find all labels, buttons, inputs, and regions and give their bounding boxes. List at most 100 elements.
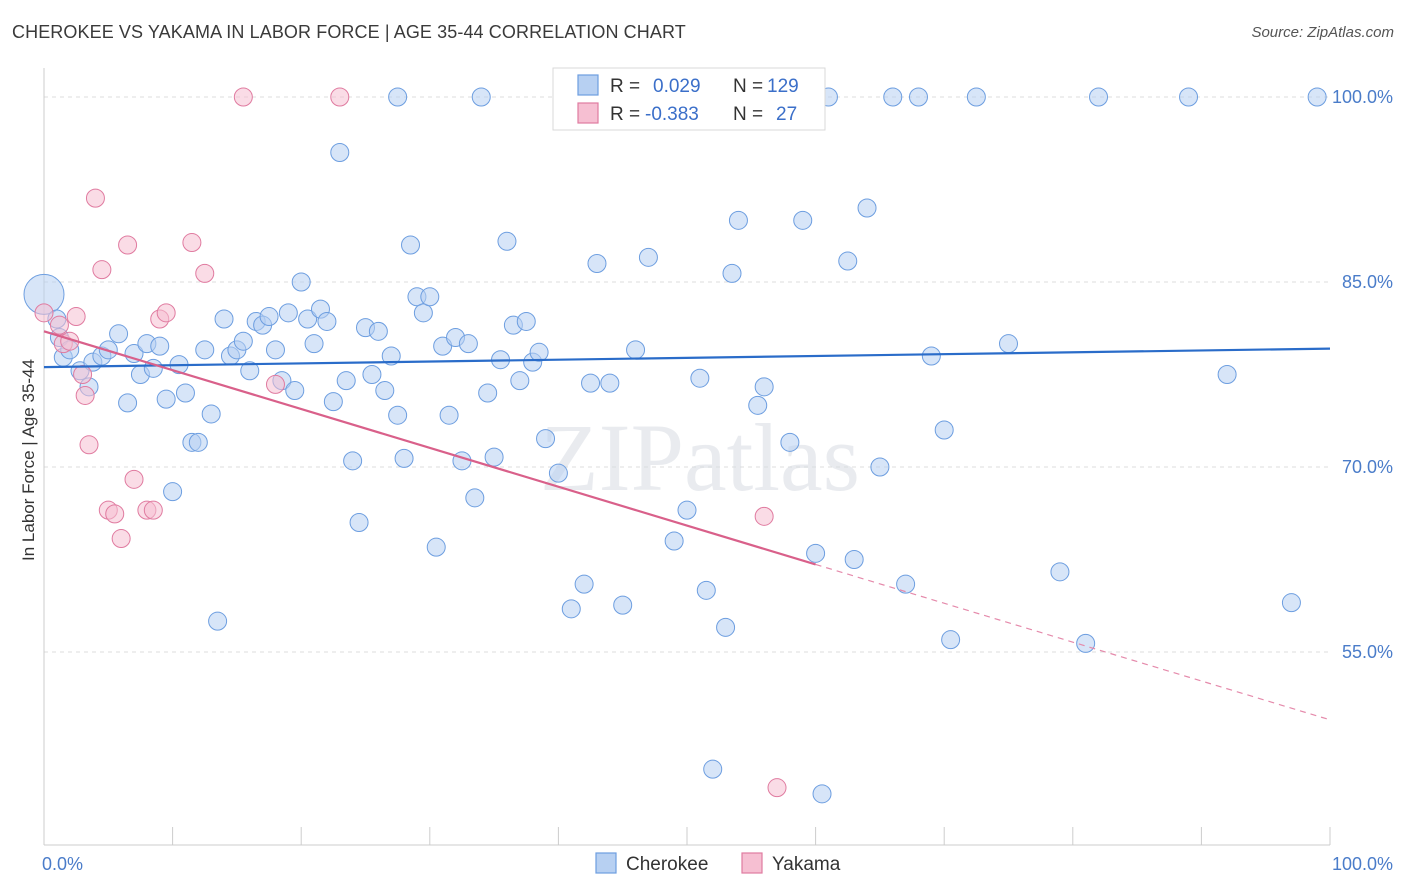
yakama-legend-label: Yakama — [772, 854, 841, 875]
y-tick-label-3: 100.0% — [1332, 87, 1393, 107]
cherokee-point-57 — [413, 303, 433, 323]
cherokee-point-53 — [388, 405, 408, 425]
cherokee-point-118 — [1307, 87, 1327, 107]
watermark: ZIPatlas — [540, 404, 860, 511]
cherokee-point-104 — [883, 87, 903, 107]
yakama-point-5 — [73, 365, 93, 384]
y-axis-label: In Labor Force | Age 35-44 — [19, 359, 38, 561]
axes — [43, 68, 1331, 846]
cherokee-point-36 — [278, 303, 298, 323]
cherokee-point-88 — [690, 368, 710, 388]
cherokee-point-90 — [716, 617, 736, 637]
yakama-point-23 — [330, 87, 350, 107]
yakama-point-18 — [156, 303, 176, 323]
yakama-point-13 — [118, 235, 138, 255]
series-legend: Cherokee Yakama — [595, 852, 841, 875]
cherokee-point-107 — [921, 346, 941, 366]
cherokee-point-101 — [844, 550, 864, 569]
cherokee-point-95 — [754, 377, 774, 397]
yakama-n-value: 27 — [776, 104, 797, 125]
cherokee-point-116 — [1217, 365, 1237, 384]
yakama-n-label: N = — [733, 104, 763, 125]
cherokee-point-46 — [343, 451, 363, 471]
yakama-point-0 — [34, 303, 54, 323]
cherokee-point-11 — [118, 393, 138, 413]
yakama-point-9 — [92, 260, 112, 280]
cherokee-point-77 — [548, 463, 568, 483]
cherokee-point-38 — [291, 272, 311, 292]
cherokee-point-97 — [793, 210, 813, 230]
cherokee-bottom-swatch — [595, 852, 617, 874]
y-tick-labels: 55.0% 70.0% 85.0% 100.0% — [1332, 87, 1393, 662]
cherokee-point-26 — [214, 309, 234, 329]
yakama-trend-extension — [815, 563, 1331, 721]
cherokee-point-70 — [497, 231, 517, 251]
cherokee-point-121 — [388, 87, 408, 107]
cherokee-point-75 — [529, 342, 549, 362]
yakama-point-24 — [754, 506, 774, 526]
yakama-bottom-swatch — [741, 852, 763, 874]
cherokee-point-33 — [259, 307, 279, 327]
cherokee-point-115 — [1179, 87, 1199, 107]
cherokee-point-106 — [908, 87, 928, 107]
cherokee-legend-swatch — [577, 74, 599, 96]
trend-lines — [43, 330, 1331, 721]
yakama-point-6 — [75, 385, 95, 405]
cherokee-point-45 — [336, 371, 356, 391]
cherokee-point-65 — [465, 488, 485, 508]
cherokee-point-42 — [317, 311, 337, 331]
cherokee-point-109 — [941, 630, 961, 650]
cherokee-point-20 — [175, 383, 195, 403]
cherokee-point-17 — [156, 389, 176, 409]
yakama-trend-line — [43, 330, 816, 566]
yakama-point-21 — [233, 87, 253, 107]
cherokee-point-61 — [439, 405, 459, 425]
cherokee-n-label: N = — [733, 76, 763, 97]
cherokee-point-92 — [728, 210, 748, 230]
cherokee-point-22 — [188, 432, 208, 452]
stats-legend: R = 0.029 N = 129 R = -0.383 N = 27 — [552, 67, 826, 131]
cherokee-point-102 — [857, 198, 877, 218]
cherokee-point-44 — [330, 143, 350, 162]
x-tick-labels: 0.0% 100.0% — [42, 854, 1393, 874]
cherokee-point-37 — [285, 381, 305, 401]
yakama-point-22 — [265, 374, 285, 394]
cherokee-point-40 — [304, 334, 324, 354]
yakama-r-value: -0.383 — [645, 104, 699, 125]
cherokee-point-114 — [1089, 87, 1109, 107]
cherokee-point-72 — [510, 371, 530, 391]
yakama-point-1 — [49, 315, 69, 335]
cherokee-point-110 — [966, 87, 986, 107]
cherokee-point-84 — [626, 340, 646, 360]
cherokee-point-58 — [420, 287, 440, 307]
cherokee-points — [23, 87, 1327, 804]
cherokee-point-10 — [109, 324, 129, 344]
cherokee-trend-line — [43, 347, 1331, 369]
cherokee-point-108 — [934, 420, 954, 440]
cherokee-point-105 — [896, 574, 916, 594]
cherokee-point-82 — [600, 373, 620, 393]
yakama-r-label: R = — [610, 104, 640, 125]
cherokee-point-85 — [638, 247, 658, 267]
cherokee-n-value: 129 — [767, 76, 799, 97]
yakama-point-7 — [79, 435, 99, 455]
cherokee-point-59 — [426, 537, 446, 557]
y-tick-label-0: 55.0% — [1342, 642, 1393, 662]
grid-lines — [44, 96, 1330, 653]
cherokee-point-117 — [1281, 593, 1301, 613]
cherokee-point-51 — [375, 381, 395, 401]
cherokee-point-76 — [536, 429, 556, 449]
yakama-point-12 — [111, 529, 131, 549]
cherokee-point-16 — [150, 336, 170, 356]
cherokee-legend-label: Cherokee — [626, 854, 708, 875]
cherokee-point-112 — [1050, 562, 1070, 582]
cherokee-point-80 — [581, 373, 601, 393]
cherokee-point-113 — [1076, 633, 1096, 653]
cherokee-point-119 — [703, 759, 723, 779]
cherokee-point-87 — [677, 500, 697, 520]
cherokee-point-96 — [780, 432, 800, 452]
yakama-legend-swatch — [577, 102, 599, 124]
cherokee-point-120 — [812, 784, 832, 804]
x-tick-label-0: 0.0% — [42, 854, 83, 874]
